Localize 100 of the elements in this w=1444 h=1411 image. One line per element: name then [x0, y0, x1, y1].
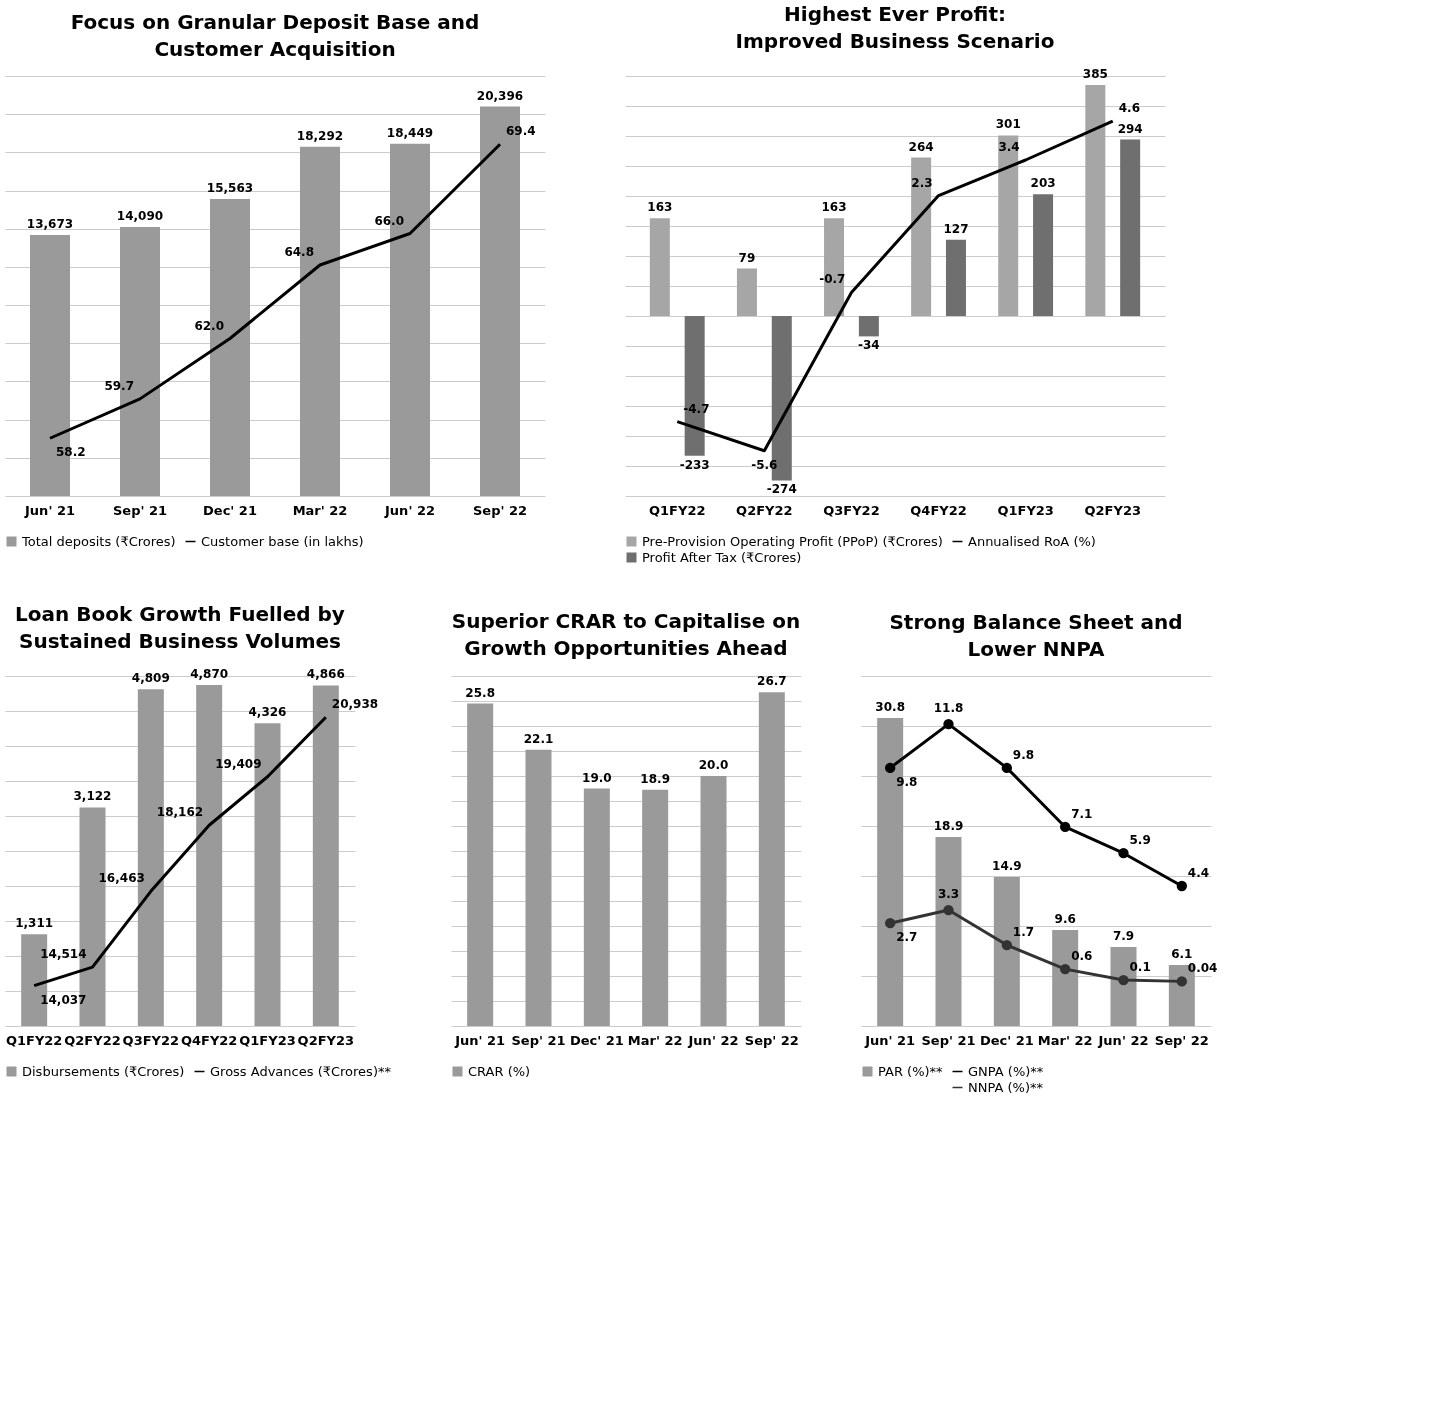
data-label: 13,673 [26, 216, 74, 231]
x-tick-label: Q2FY22 [736, 502, 793, 518]
point [1001, 939, 1013, 951]
x-tick-label: Jun' 21 [864, 1032, 916, 1048]
data-label: 19.0 [582, 770, 612, 785]
data-label: 14,514 [40, 947, 87, 962]
point [1059, 821, 1071, 833]
bar [945, 239, 966, 316]
legend-label: Customer base (in lakhs) [201, 533, 364, 549]
x-tick-label: Q4FY22 [180, 1032, 238, 1048]
data-label: -274 [766, 482, 797, 497]
data-label: 3.3 [937, 887, 960, 902]
bar [525, 749, 552, 1026]
data-label: 14,090 [116, 209, 164, 224]
x-tick-label: Sep' 21 [511, 1032, 566, 1048]
data-label: 62.0 [194, 318, 224, 333]
x-tick-label: Mar' 22 [627, 1032, 683, 1048]
data-label: 4,866 [306, 667, 345, 682]
data-label: 9.8 [1012, 747, 1035, 762]
x-tick-label: Jun' 22 [1097, 1032, 1149, 1048]
data-label: 20.0 [698, 758, 729, 772]
data-label: 4,870 [190, 667, 229, 682]
point [1118, 848, 1129, 859]
bar [935, 837, 962, 1026]
legend-label: Annualised RoA (%) [968, 533, 1096, 549]
x-tick-label: Q4FY22 [910, 502, 967, 518]
data-label: 4,326 [248, 705, 287, 720]
data-label: -34 [858, 338, 880, 353]
chart-title: Loan Book Growth Fuelled by Sustained Business Volumes [15, 602, 345, 654]
x-tick-label: Q1FY23 [239, 1032, 296, 1048]
data-label: 127 [943, 221, 969, 236]
bar [758, 692, 785, 1026]
x-tick-label: Jun' 22 [687, 1032, 739, 1048]
x-tick-label: Jun' 21 [24, 502, 75, 518]
data-label: 301 [995, 117, 1021, 132]
data-label: 18,292 [296, 128, 344, 143]
data-label: 203 [1030, 176, 1056, 191]
bar [736, 268, 757, 316]
chart-title: Highest Ever Profit: Improved Business Scenario [735, 2, 1055, 53]
data-label: 2.7 [896, 930, 918, 945]
data-label: 385 [1082, 67, 1108, 81]
x-tick-label: Jun' 22 [384, 502, 435, 518]
legend-label: Profit After Tax (₹Crores) [642, 549, 802, 565]
x-tick-label: Dec' 21 [203, 502, 257, 518]
data-label: 4.6 [1118, 101, 1141, 116]
x-tick-label: Mar' 22 [292, 502, 348, 518]
x-tick-label: Jun' 21 [454, 1032, 506, 1048]
point [884, 918, 896, 929]
data-label: 4.4 [1187, 866, 1210, 880]
x-tick-label: Q1FY22 [649, 502, 706, 518]
point [1059, 963, 1071, 975]
point [1001, 762, 1013, 774]
data-label: 0.1 [1129, 960, 1151, 975]
data-label: 294 [1117, 121, 1143, 136]
data-label: 15,563 [206, 180, 254, 195]
data-label: 14,037 [40, 992, 87, 1007]
data-label: 4,809 [131, 671, 170, 686]
data-label: 30.8 [875, 700, 905, 714]
x-tick-label: Sep' 21 [921, 1032, 976, 1048]
data-label: 59.7 [104, 378, 134, 393]
chart-title: Focus on Granular Deposit Base and Customer Acquisition [70, 10, 480, 61]
bar [1120, 139, 1141, 316]
bar [1085, 85, 1106, 316]
data-label: 20,396 [476, 88, 524, 103]
data-label: 69.4 [506, 124, 536, 139]
bar [467, 703, 494, 1026]
bar [642, 789, 669, 1026]
data-label: 9.6 [1054, 912, 1076, 926]
point [1118, 974, 1129, 986]
data-label: 66.0 [374, 213, 404, 228]
legend-label: NNPA (%)** [968, 1079, 1044, 1095]
legend-label: PAR (%)** [878, 1063, 944, 1079]
data-label: 79 [738, 250, 756, 265]
data-label: 2.3 [911, 175, 933, 190]
data-label: 163 [647, 200, 673, 215]
x-tick-label: Dec' 21 [979, 1032, 1034, 1048]
bar [911, 157, 932, 316]
point [943, 904, 954, 916]
x-tick-label: Q2FY22 [64, 1032, 121, 1048]
data-label: 7.1 [1071, 806, 1093, 821]
x-tick-label: Dec' 21 [569, 1032, 624, 1048]
x-tick-label: Sep' 22 [744, 1032, 799, 1048]
data-label: 3.4 [998, 140, 1020, 154]
legend-label: CRAR (%) [468, 1063, 531, 1079]
data-label: 264 [908, 139, 934, 154]
point [943, 718, 954, 730]
data-label: 9.8 [896, 774, 918, 789]
data-label: 20,938 [331, 697, 379, 712]
point [884, 762, 896, 774]
data-label: 64.8 [284, 245, 314, 259]
x-tick-label: Q1FY23 [997, 502, 1054, 518]
data-label: 16,463 [98, 871, 145, 886]
x-tick-label: Q1FY22 [5, 1032, 63, 1048]
data-label: 0.6 [1071, 949, 1093, 964]
data-label: 19,409 [215, 756, 262, 771]
data-label: 26.7 [757, 674, 787, 689]
chart-title: Strong Balance Sheet and Lower NNPA [889, 610, 1183, 661]
data-label: 25.8 [465, 685, 495, 700]
point [1176, 976, 1188, 987]
data-label: 18,449 [386, 125, 434, 140]
